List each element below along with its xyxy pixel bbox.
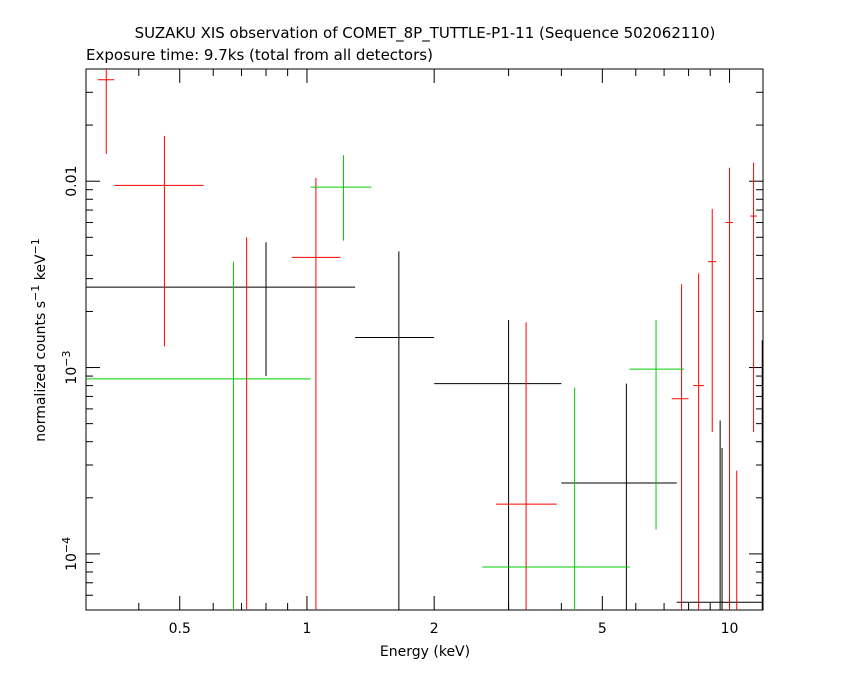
y-tick-label: 10−3 (60, 351, 80, 385)
axis-ticks (85, 68, 763, 611)
series-1 (97, 69, 757, 610)
data-point (750, 162, 757, 433)
data-point (86, 261, 311, 610)
data-point (355, 251, 435, 610)
axis-tick-labels: 0.5 1 2 5 10 0.01 10−3 10−4 (60, 166, 738, 637)
x-tick-label: 5 (598, 621, 607, 637)
y-tick-label: 0.01 (64, 166, 80, 197)
series-0 (86, 242, 763, 610)
x-tick-label: 0.5 (169, 621, 191, 637)
data-point (495, 322, 557, 610)
data-point (671, 284, 689, 610)
y-axis-label-base: normalized counts s (33, 301, 49, 442)
data-point (708, 208, 717, 433)
data-point (97, 69, 115, 154)
chart-subtitle: Exposure time: 9.7ks (total from all det… (86, 46, 433, 64)
x-tick-label: 10 (721, 621, 739, 637)
data-point (310, 155, 372, 241)
data-point (761, 340, 763, 610)
data-point (561, 383, 677, 610)
y-axis-label-mid: keV (33, 254, 49, 285)
data-points (86, 69, 763, 610)
y-tick-label: 10−4 (60, 537, 80, 571)
data-point (114, 135, 204, 347)
series-2 (86, 155, 684, 610)
y-axis-label-exp2: −1 (29, 238, 42, 254)
data-point (482, 387, 630, 610)
x-tick-label: 2 (430, 621, 439, 637)
y-axis-label-exp1: −1 (29, 285, 42, 301)
data-point (86, 242, 356, 377)
x-axis-label: Energy (keV) (380, 644, 470, 660)
chart-title: SUZAKU XIS observation of COMET_8P_TUTTL… (135, 24, 716, 43)
data-point (693, 273, 704, 610)
data-point (725, 167, 734, 610)
data-point (291, 178, 341, 610)
data-point (629, 319, 684, 530)
data-point (434, 319, 562, 610)
x-tick-label: 1 (302, 621, 311, 637)
plot-frame (85, 68, 764, 611)
data-point (676, 420, 763, 610)
y-axis-label: normalized counts s−1 keV−1 (29, 238, 49, 441)
